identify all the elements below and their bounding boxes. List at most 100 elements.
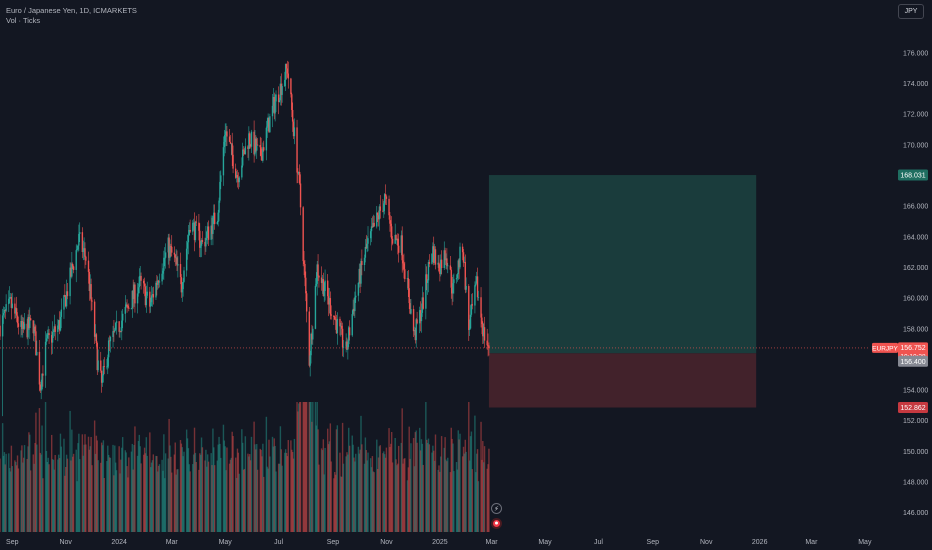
candle-down <box>84 242 86 269</box>
volume-bar <box>452 443 454 532</box>
currency-button[interactable]: JPY <box>898 4 924 19</box>
volume-bar <box>447 457 449 532</box>
candle-down <box>327 287 330 317</box>
candle-body <box>481 317 483 324</box>
volume-bar <box>131 443 134 532</box>
volume-bar <box>132 469 134 532</box>
candle-up <box>358 263 360 288</box>
candle-body <box>48 333 50 336</box>
volume-bar <box>390 432 393 532</box>
candle-up <box>94 324 97 341</box>
volume-bar <box>432 445 434 532</box>
candle-body <box>256 144 258 151</box>
candle-up <box>474 281 476 314</box>
candle-body <box>42 373 44 376</box>
candle-down <box>416 311 418 325</box>
candle-down <box>353 297 355 317</box>
volume-bar <box>268 439 270 532</box>
candle-body <box>71 263 73 277</box>
volume-bar <box>11 466 13 532</box>
volume-bar <box>262 443 264 532</box>
price-tick-label: 162.000 <box>903 265 928 272</box>
volume-bar <box>422 464 424 532</box>
candle-body <box>390 223 392 227</box>
volume-bar <box>250 436 253 532</box>
candle-body <box>385 196 388 199</box>
volume-bar <box>100 462 102 532</box>
candle-down <box>253 120 255 163</box>
stop-price-label-bg <box>898 402 928 414</box>
candle-up <box>413 326 416 336</box>
candle-down <box>305 291 308 323</box>
candle-body <box>279 83 282 101</box>
candle-body <box>451 287 453 294</box>
volume-bar <box>342 463 345 532</box>
volume-bar <box>483 446 486 532</box>
candle-body <box>210 225 212 240</box>
time-tick-label: May <box>219 539 233 546</box>
candle-down <box>384 184 387 205</box>
candle-down <box>335 314 338 334</box>
volume-bar <box>0 458 1 532</box>
candle-body <box>53 326 56 331</box>
candle-down <box>126 299 128 313</box>
volume-bar <box>226 447 228 532</box>
candle-up <box>250 129 253 153</box>
volume-bar <box>22 457 25 532</box>
candle-down <box>237 172 240 190</box>
candle-body <box>273 97 275 114</box>
candle-down <box>108 335 111 351</box>
candle-down <box>403 253 405 279</box>
volume-bar <box>125 452 127 532</box>
candle-body <box>199 245 202 248</box>
volume-bar <box>26 458 28 532</box>
volume-bar <box>8 453 10 532</box>
volume-bar <box>47 457 49 532</box>
candle-body <box>406 278 409 280</box>
candle-down <box>48 329 50 344</box>
economic-event-icon[interactable]: ● <box>491 518 502 529</box>
candle-down <box>32 320 34 341</box>
candle-body <box>249 133 251 145</box>
volume-bar <box>382 453 384 532</box>
candle-body <box>483 327 486 341</box>
volume-indicator-label[interactable]: Vol · Ticks <box>6 16 41 25</box>
lightning-icon[interactable]: ⚡ <box>491 503 502 514</box>
symbol-title[interactable]: Euro / Japanese Yen, 1D, ICMARKETS <box>6 6 137 15</box>
time-tick-label: Sep <box>647 539 660 546</box>
entry-price-label: 156.400 <box>898 355 928 367</box>
candle-body <box>432 246 434 254</box>
volume-bar <box>416 442 418 532</box>
candle-down <box>488 342 490 356</box>
candle-up <box>372 214 374 228</box>
candle-body <box>235 168 237 178</box>
candle-body <box>419 310 421 324</box>
volume-bar <box>187 448 190 532</box>
volume-bar <box>370 467 373 532</box>
volume-bar <box>58 454 60 532</box>
candle-down <box>127 304 129 309</box>
volume-bar <box>346 452 348 532</box>
candle-body <box>262 147 264 161</box>
volume-bar <box>292 458 295 532</box>
volume-bar <box>285 452 288 532</box>
volume-bar <box>323 474 325 532</box>
candle-body <box>261 155 263 161</box>
volume-bar <box>482 462 485 532</box>
volume-bar <box>206 466 208 532</box>
volume-bar <box>378 446 381 532</box>
candle-up <box>463 256 466 263</box>
volume-bar <box>186 438 189 532</box>
candle-down <box>444 247 446 266</box>
candle-up <box>475 275 477 287</box>
candle-down <box>428 254 431 268</box>
volume-bar <box>428 444 431 532</box>
candle-down <box>304 259 306 287</box>
candle-body <box>151 294 154 296</box>
volume-bar <box>464 439 466 532</box>
candle-body <box>394 234 396 244</box>
candle-body <box>168 237 170 258</box>
candle-body <box>443 250 445 269</box>
time-tick-label: Jul <box>274 539 283 546</box>
